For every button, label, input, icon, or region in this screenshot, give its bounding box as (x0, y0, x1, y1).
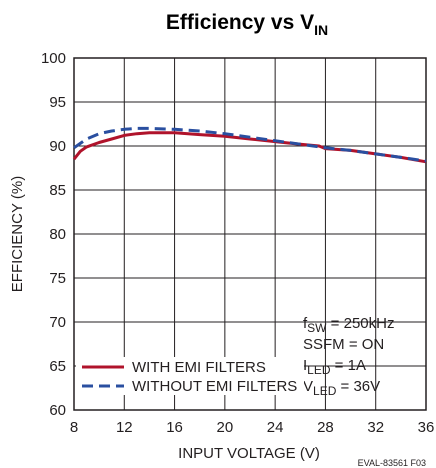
x-tick-label: 28 (317, 419, 334, 436)
series-group (72, 126, 427, 164)
y-tick-label: 75 (49, 270, 66, 287)
y-tick-label: 65 (49, 358, 66, 375)
tick-labels: 8 12 16 20 24 28 32 36 60 65 70 75 80 85 90 95 100 (41, 50, 434, 436)
y-tick-label: 70 (49, 314, 66, 331)
condition-text: SSFM = ON (303, 336, 384, 353)
x-tick-label: 20 (217, 419, 234, 436)
y-tick-label: 85 (49, 182, 66, 199)
y-tick-label: 90 (49, 138, 66, 155)
legend-backdrop (76, 357, 304, 376)
x-tick-label: 16 (166, 419, 183, 436)
plot-frame (73, 57, 427, 411)
y-tick-label: 80 (49, 226, 66, 243)
legend: WITH EMI FILTERS WITHOUT EMI FILTERS (76, 357, 304, 395)
y-tick-label: 60 (49, 402, 66, 419)
footer-code: EVAL-83561 F03 (358, 458, 426, 468)
x-tick-label: 32 (367, 419, 384, 436)
chart-title: Efficiency vs VIN (166, 11, 328, 38)
x-tick-label: 36 (418, 419, 435, 436)
legend-label: WITH EMI FILTERS (132, 359, 266, 376)
x-tick-label: 24 (267, 419, 284, 436)
x-tick-label: 8 (70, 419, 78, 436)
legend-label: WITHOUT EMI FILTERS (132, 378, 297, 395)
x-tick-label: 12 (116, 419, 133, 436)
plot-border (73, 57, 427, 411)
condition-text: VLED = 36V (303, 378, 380, 398)
series-line-without-emi-filters (73, 126, 427, 163)
grid (74, 58, 426, 410)
y-tick-label: 100 (41, 50, 66, 67)
chart-title-subscript: IN (314, 22, 328, 38)
y-axis-label: EFFICIENCY (%) (9, 176, 26, 292)
condition-text: ILED = 1A (303, 357, 366, 377)
x-axis-label: INPUT VOLTAGE (V) (178, 445, 320, 462)
legend-backdrop (76, 376, 304, 395)
condition-text: fSW = 250kHz (303, 315, 394, 335)
y-tick-label: 95 (49, 94, 66, 111)
